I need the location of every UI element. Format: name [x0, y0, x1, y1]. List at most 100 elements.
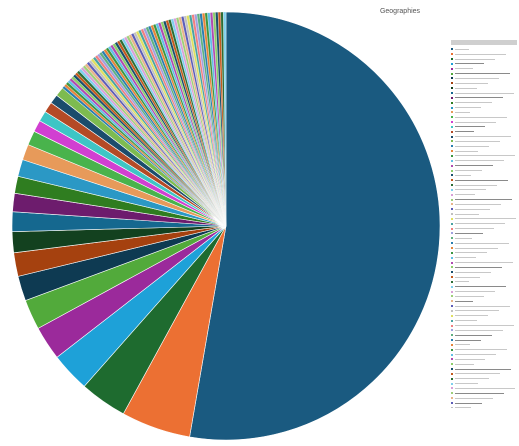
legend-entry[interactable]	[451, 318, 517, 323]
legend-entry[interactable]	[451, 221, 517, 226]
legend-label-placeholder	[455, 325, 514, 327]
legend-entry[interactable]	[451, 178, 517, 183]
legend-entry[interactable]	[451, 134, 517, 139]
legend-entry[interactable]	[451, 338, 517, 343]
legend-entry[interactable]	[451, 396, 517, 401]
legend-label-placeholder	[455, 237, 472, 239]
legend-entry[interactable]	[451, 275, 517, 280]
legend-entry[interactable]	[451, 105, 517, 110]
legend-entry[interactable]	[451, 357, 517, 362]
legend-entry[interactable]	[451, 192, 517, 197]
legend-entry[interactable]	[451, 347, 517, 352]
pie-slice[interactable]	[189, 11, 441, 441]
legend-entry[interactable]	[451, 255, 517, 260]
legend-label-placeholder	[455, 145, 489, 147]
legend-entry[interactable]	[451, 86, 517, 91]
legend-entry[interactable]	[451, 226, 517, 231]
legend-entry[interactable]	[451, 125, 517, 130]
legend-entry[interactable]	[451, 280, 517, 285]
legend-entry[interactable]	[451, 323, 517, 328]
legend-entry[interactable]	[451, 313, 517, 318]
legend-entry[interactable]	[451, 212, 517, 217]
legend-entry[interactable]	[451, 376, 517, 381]
legend-entry[interactable]	[451, 236, 517, 241]
legend-entry[interactable]	[451, 66, 517, 71]
legend-entry[interactable]	[451, 304, 517, 309]
legend-entry[interactable]	[451, 207, 517, 212]
legend-entry[interactable]	[451, 241, 517, 246]
legend-entry[interactable]	[451, 367, 517, 372]
legend-entry[interactable]	[451, 81, 517, 86]
legend	[451, 40, 517, 408]
legend-entry[interactable]	[451, 405, 517, 408]
legend-entry[interactable]	[451, 391, 517, 396]
legend-entry[interactable]	[451, 284, 517, 289]
legend-entry[interactable]	[451, 372, 517, 377]
legend-swatch	[451, 111, 453, 114]
legend-entry[interactable]	[451, 231, 517, 236]
legend-swatch	[451, 334, 453, 337]
legend-swatch	[451, 377, 453, 380]
legend-entry[interactable]	[451, 309, 517, 314]
legend-entry[interactable]	[451, 183, 517, 188]
legend-label-placeholder	[455, 378, 489, 380]
legend-entry[interactable]	[451, 95, 517, 100]
legend-entry[interactable]	[451, 381, 517, 386]
legend-label-placeholder	[455, 305, 510, 307]
legend-entry[interactable]	[451, 110, 517, 115]
legend-entry[interactable]	[451, 173, 517, 178]
legend-entry[interactable]	[451, 352, 517, 357]
legend-swatch	[451, 125, 453, 128]
legend-entry[interactable]	[451, 120, 517, 125]
legend-entry[interactable]	[451, 187, 517, 192]
legend-entry[interactable]	[451, 149, 517, 154]
legend-entry[interactable]	[451, 217, 517, 222]
legend-entry[interactable]	[451, 246, 517, 251]
legend-entry[interactable]	[451, 386, 517, 391]
legend-entry[interactable]	[451, 158, 517, 163]
legend-entry[interactable]	[451, 265, 517, 270]
legend-swatch	[451, 179, 453, 182]
legend-entry[interactable]	[451, 57, 517, 62]
legend-entry[interactable]	[451, 260, 517, 265]
legend-entry[interactable]	[451, 202, 517, 207]
legend-swatch	[451, 368, 453, 371]
legend-entry[interactable]	[451, 197, 517, 202]
legend-entry[interactable]	[451, 362, 517, 367]
legend-entry[interactable]	[451, 299, 517, 304]
legend-swatch	[451, 116, 453, 119]
legend-entry[interactable]	[451, 76, 517, 81]
legend-entry[interactable]	[451, 47, 517, 52]
legend-entry[interactable]	[451, 154, 517, 159]
legend-label-placeholder	[455, 295, 484, 297]
legend-entry[interactable]	[451, 71, 517, 76]
legend-entry[interactable]	[451, 250, 517, 255]
legend-entry[interactable]	[451, 168, 517, 173]
legend-entry[interactable]	[451, 62, 517, 67]
legend-entry[interactable]	[451, 163, 517, 168]
legend-swatch	[451, 130, 453, 133]
legend-entry[interactable]	[451, 270, 517, 275]
legend-entry[interactable]	[451, 139, 517, 144]
legend-entry[interactable]	[451, 289, 517, 294]
legend-entry[interactable]	[451, 129, 517, 134]
legend-entry[interactable]	[451, 294, 517, 299]
legend-entry[interactable]	[451, 91, 517, 96]
legend-entry[interactable]	[451, 342, 517, 347]
legend-entry[interactable]	[451, 401, 517, 406]
legend-swatch	[451, 222, 453, 225]
legend-entry[interactable]	[451, 333, 517, 338]
legend-label-placeholder	[455, 140, 500, 142]
legend-label-placeholder	[455, 315, 488, 317]
legend-entry[interactable]	[451, 328, 517, 333]
legend-entry[interactable]	[451, 52, 517, 57]
pie-slice[interactable]	[223, 11, 227, 227]
legend-swatch	[451, 193, 453, 196]
legend-swatch	[451, 87, 453, 90]
legend-label-placeholder	[455, 174, 471, 176]
legend-entry[interactable]	[451, 115, 517, 120]
legend-entry[interactable]	[451, 100, 517, 105]
legend-swatch	[451, 106, 453, 109]
legend-swatch	[451, 169, 453, 172]
legend-entry[interactable]	[451, 144, 517, 149]
